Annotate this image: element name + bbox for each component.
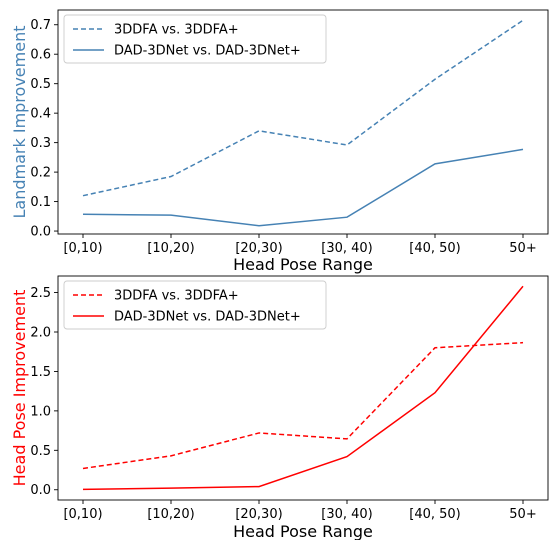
y-axis-label: Landmark Improvement	[10, 26, 29, 219]
x-tick-label: 50+	[509, 507, 536, 522]
y-tick-label: 0.1	[30, 195, 51, 210]
y-tick-label: 0.0	[30, 483, 51, 498]
y-tick-label: 0.5	[30, 77, 51, 92]
series-line-2	[82, 285, 524, 491]
y-tick-label: 2.0	[30, 326, 51, 341]
plot-frame	[57, 9, 549, 235]
series-line-2	[82, 148, 524, 227]
y-tick-label: 1.0	[30, 404, 51, 419]
legend-label-2: DAD-3DNet vs. DAD-3DNet+	[114, 44, 301, 59]
y-tick-label: 0.0	[30, 225, 51, 240]
y-tick-label: 1.5	[30, 365, 51, 380]
x-axis-label: Head Pose Range	[233, 255, 373, 274]
x-tick-label: [40, 50)	[409, 507, 461, 522]
x-tick-label: [20,30)	[235, 507, 282, 522]
legend-box	[63, 280, 327, 330]
y-tick-label: 2.5	[30, 286, 51, 301]
x-tick-label: [0,10)	[63, 241, 102, 256]
legend: 3DDFA vs. 3DDFA+ DAD-3DNet vs. DAD-3DNet+	[63, 280, 327, 330]
legend-label-2: DAD-3DNet vs. DAD-3DNet+	[114, 310, 301, 325]
chart-1: [0,10) [10,20) [20,30) [30, 40) [40, 50) 50+ 0…	[10, 9, 549, 274]
chart-2: [0,10) [10,20) [20,30) [30, 40) [40, 50) 50+ 0…	[10, 275, 549, 540]
x-tick-label: [40, 50)	[409, 241, 461, 256]
x-tick-label: [10,20)	[147, 507, 194, 522]
x-tick-label: 50+	[509, 241, 536, 256]
x-tick-label: [0,10)	[63, 507, 102, 522]
series-line-1	[82, 341, 524, 470]
x-tick-label: [30, 40)	[321, 241, 373, 256]
y-tick-label: 0.5	[30, 444, 51, 459]
legend: 3DDFA vs. 3DDFA+ DAD-3DNet vs. DAD-3DNet+	[63, 14, 327, 64]
plot-frame	[57, 275, 549, 501]
y-tick-label: 0.2	[30, 166, 51, 181]
x-tick-label: [20,30)	[235, 241, 282, 256]
x-tick-label: [30, 40)	[321, 507, 373, 522]
x-axis-label: Head Pose Range	[233, 522, 373, 540]
x-tick-label: [10,20)	[147, 241, 194, 256]
y-tick-label: 0.7	[30, 18, 51, 33]
y-axis-label: Head Pose Improvement	[10, 290, 29, 487]
legend-label-1: 3DDFA vs. 3DDFA+	[114, 23, 239, 38]
legend-label-1: 3DDFA vs. 3DDFA+	[114, 289, 239, 304]
y-tick-label: 0.6	[30, 48, 51, 63]
y-tick-label: 0.4	[30, 107, 51, 122]
y-tick-label: 0.3	[30, 136, 51, 151]
legend-box	[63, 14, 327, 64]
series-line-1	[82, 19, 524, 197]
